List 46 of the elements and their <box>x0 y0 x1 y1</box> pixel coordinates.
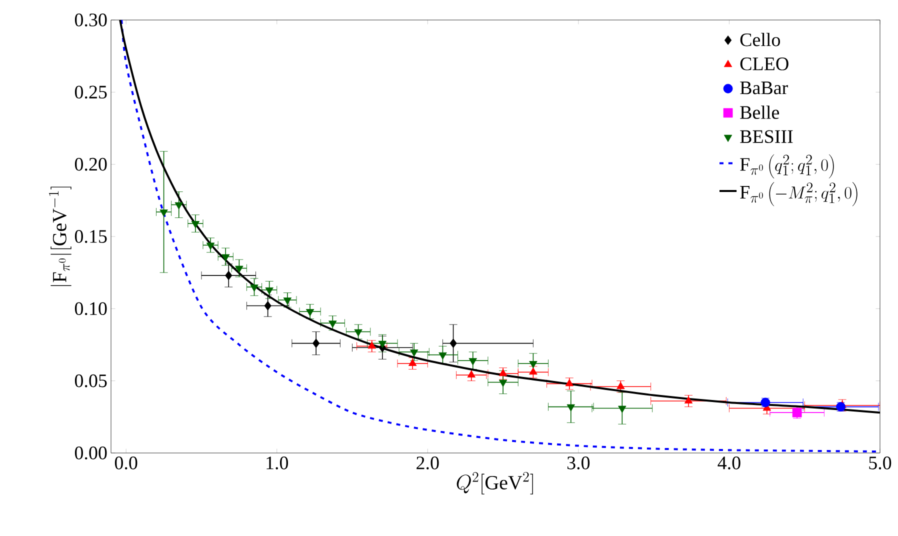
point <box>450 338 457 348</box>
legend-label: BESIII <box>740 130 793 144</box>
legend-label: $\mathrm{F}_{\pi^0}\left(q_1^2;q_1^2,0\right)$ <box>740 154 834 178</box>
y-tick-label: 0.15 <box>74 230 107 243</box>
point <box>378 340 387 348</box>
y-tick-label: 0.10 <box>74 302 107 316</box>
point <box>312 338 320 348</box>
legend-label: Cello <box>740 32 780 46</box>
y-tick-label: 0.25 <box>74 86 107 99</box>
point <box>529 361 538 368</box>
point <box>250 284 258 292</box>
y-axis-title: $|\mathrm{F}_{\pi^0}|[\mathrm{GeV}^{-1}]$ <box>48 186 72 286</box>
point <box>283 298 292 305</box>
point <box>191 221 200 228</box>
point <box>222 254 230 262</box>
legend-label: Belle <box>740 106 780 119</box>
x-tick-label: 0.0 <box>114 456 138 470</box>
x-tick-label: 4.0 <box>718 456 740 470</box>
x-tick-label: 1.0 <box>266 456 288 470</box>
point <box>618 406 626 413</box>
y-tick-label: 0.00 <box>74 446 107 460</box>
y-tick-label: 0.05 <box>74 374 107 388</box>
point <box>306 309 314 316</box>
x-axis-title: $Q^2[\mathrm{GeV}^2]$ <box>456 472 533 494</box>
point <box>206 242 215 250</box>
point <box>174 202 183 210</box>
point <box>498 380 508 387</box>
point <box>438 352 447 360</box>
legend-label: BaBar <box>740 82 788 94</box>
y-tick-label: 0.20 <box>74 158 107 171</box>
point <box>566 404 575 412</box>
point <box>265 287 274 295</box>
legend-label: CLEO <box>740 58 788 70</box>
point <box>410 350 418 357</box>
x-tick-label: 2.0 <box>416 456 439 470</box>
x-tick-label: 3.0 <box>567 456 590 470</box>
point <box>468 358 477 366</box>
x-tick-label: 5.0 <box>869 456 892 470</box>
point <box>328 320 337 328</box>
point <box>225 270 232 280</box>
point <box>354 329 362 336</box>
point <box>264 301 272 310</box>
point <box>235 266 244 273</box>
point <box>160 210 168 217</box>
legend-label: $\mathrm{F}_{\pi^0}\left(-M_\pi^2;q_1^2,0\right)$ <box>740 182 858 206</box>
y-tick-label: 0.30 <box>74 14 107 26</box>
